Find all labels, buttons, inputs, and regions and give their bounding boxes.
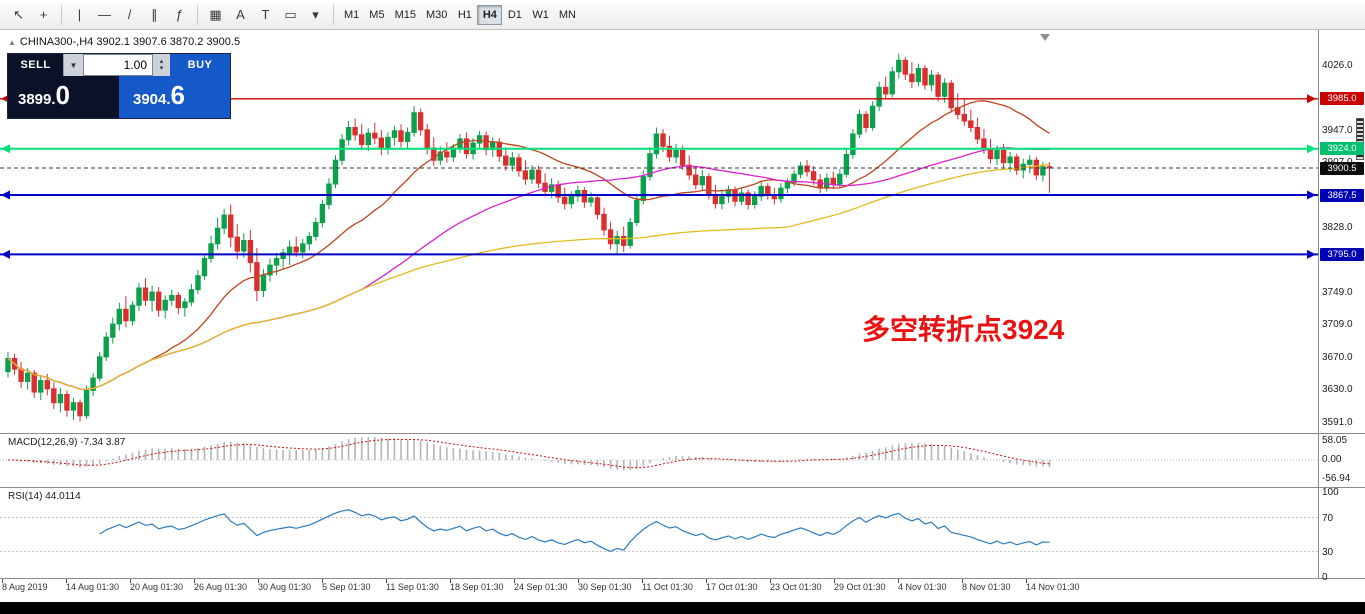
macd-label: MACD(12,26,9) -7.34 3.87: [8, 437, 126, 448]
timeframe-mn[interactable]: MN: [558, 8, 576, 21]
timeframe-m5[interactable]: M5: [369, 8, 385, 21]
timeframe-w1[interactable]: W1: [532, 8, 549, 21]
timeframe-m15[interactable]: M15: [394, 8, 416, 21]
fibonacci-icon[interactable]: ƒ: [175, 7, 184, 22]
chevron-down-icon[interactable]: ▾: [312, 6, 319, 22]
trendline-icon[interactable]: /: [127, 7, 132, 22]
horizontal-line-icon[interactable]: —: [98, 7, 111, 22]
symbol-marker-icon: ▲: [8, 37, 16, 47]
chart-annotation: 多空转折点3924: [862, 314, 1065, 345]
axis-scrollbar-thumb[interactable]: [1356, 118, 1364, 160]
chart-area[interactable]: ▲ CHINA300-,H4 3902.1 3907.6 3870.2 3900…: [0, 30, 1365, 602]
text-icon[interactable]: A: [236, 7, 245, 22]
cursor-icon[interactable]: ↖: [13, 6, 24, 22]
grid-icon[interactable]: ▦: [209, 6, 222, 22]
timeframe-m30[interactable]: M30: [425, 8, 448, 21]
shapes-icon[interactable]: ▭: [284, 6, 297, 22]
moving-average-120: [7, 163, 1050, 390]
toolbar-separator: [333, 4, 334, 25]
volume-input[interactable]: [83, 54, 153, 76]
buy-price[interactable]: 3904. 6: [119, 76, 230, 118]
sell-button[interactable]: SELL: [8, 54, 63, 76]
spinner-down-icon[interactable]: ▾: [159, 65, 164, 72]
symbol-info: ▲ CHINA300-,H4 3902.1 3907.6 3870.2 3900…: [8, 36, 240, 48]
macd-signal-line: [7, 438, 1050, 469]
timeframe-group: M1 M5 M15 M30 H1 H4 D1 W1 MN: [339, 4, 581, 25]
drawing-tools-group: ↖ + | — / ∥ ƒ ▦ A T ▭ ▾: [6, 4, 339, 26]
macd-histogram: [13, 437, 1051, 471]
symbol-ohlc-text: CHINA300-,H4 3902.1 3907.6 3870.2 3900.5: [19, 36, 241, 48]
toolbar: ↖ + | — / ∥ ƒ ▦ A T ▭ ▾ M1 M5 M15 M30 H1 H4 D1 W1 MN: [0, 0, 1365, 30]
buy-button[interactable]: BUY: [170, 54, 230, 76]
rsi-line: [99, 509, 1050, 553]
chart-shift-marker-icon[interactable]: [1040, 34, 1050, 41]
volume-spinner[interactable]: ▴ ▾: [153, 54, 170, 76]
chevron-down-icon: ▼: [69, 60, 78, 70]
label-icon[interactable]: T: [261, 7, 270, 22]
timeframe-m1[interactable]: M1: [344, 8, 360, 21]
timeframe-d1[interactable]: D1: [507, 8, 522, 21]
toolbar-separator: [61, 4, 62, 25]
bottom-bar: [0, 602, 1365, 614]
crosshair-icon[interactable]: +: [39, 7, 48, 22]
sell-price[interactable]: 3899. 0: [8, 76, 119, 118]
toolbar-separator: [197, 4, 198, 25]
chart-canvas: [0, 30, 1365, 583]
order-type-dropdown[interactable]: ▼: [63, 54, 83, 76]
timeframe-h4[interactable]: H4: [477, 4, 503, 25]
vertical-line-icon[interactable]: |: [77, 7, 82, 22]
one-click-trading-panel: SELL ▼ ▴ ▾ BUY 3899. 0 3904. 6: [8, 54, 230, 118]
spinner-up-icon[interactable]: ▴: [159, 58, 164, 65]
rsi-label: RSI(14) 44.0114: [8, 491, 81, 502]
timeframe-h1[interactable]: H1: [457, 8, 472, 21]
channel-icon[interactable]: ∥: [151, 6, 158, 22]
